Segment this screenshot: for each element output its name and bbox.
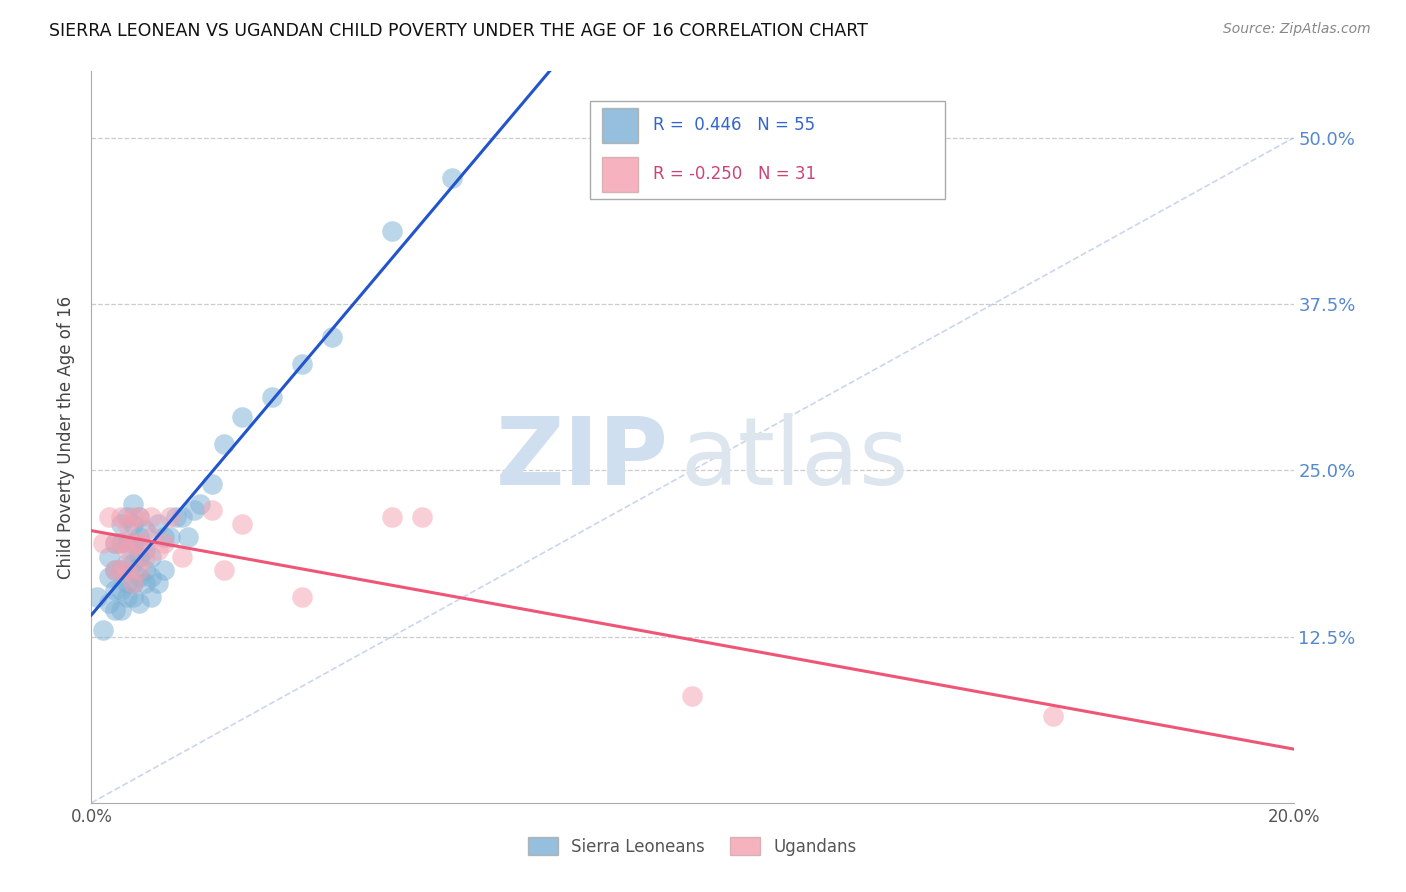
Point <box>110 603 132 617</box>
Point <box>104 536 127 550</box>
Text: Source: ZipAtlas.com: Source: ZipAtlas.com <box>1223 22 1371 37</box>
Point <box>122 536 145 550</box>
Point <box>134 523 156 537</box>
Point <box>134 543 156 558</box>
Point <box>128 549 150 564</box>
Point <box>170 549 193 564</box>
Point <box>1042 709 1064 723</box>
Point <box>93 623 115 637</box>
Point <box>231 516 253 531</box>
Point <box>104 603 127 617</box>
Point <box>93 536 115 550</box>
Point <box>122 509 145 524</box>
Point <box>291 357 314 371</box>
Point <box>381 224 404 238</box>
Point <box>141 530 163 544</box>
Point <box>146 543 169 558</box>
Point <box>159 530 181 544</box>
Point <box>152 536 174 550</box>
Point <box>159 509 181 524</box>
Point <box>104 563 127 577</box>
Point <box>104 582 127 597</box>
Point <box>86 590 108 604</box>
Point <box>128 509 150 524</box>
Point <box>128 530 150 544</box>
Point <box>152 563 174 577</box>
Point <box>165 509 187 524</box>
Point <box>122 536 145 550</box>
Point <box>291 590 314 604</box>
Point <box>183 503 205 517</box>
Bar <box>602 157 638 192</box>
Point <box>128 596 150 610</box>
Point <box>134 549 156 564</box>
Point <box>141 570 163 584</box>
Point <box>98 549 121 564</box>
Point <box>134 563 156 577</box>
Point <box>110 563 132 577</box>
Point <box>128 509 150 524</box>
Point <box>98 570 121 584</box>
Point <box>122 557 145 571</box>
Point <box>122 576 145 591</box>
Point <box>104 563 127 577</box>
Legend: Sierra Leoneans, Ugandans: Sierra Leoneans, Ugandans <box>520 830 865 864</box>
Point <box>440 170 463 185</box>
Point <box>141 509 163 524</box>
Point <box>176 530 198 544</box>
Text: SIERRA LEONEAN VS UGANDAN CHILD POVERTY UNDER THE AGE OF 16 CORRELATION CHART: SIERRA LEONEAN VS UGANDAN CHILD POVERTY … <box>49 22 868 40</box>
Point <box>212 436 235 450</box>
Point <box>681 690 703 704</box>
Point <box>117 590 139 604</box>
Point <box>98 596 121 610</box>
Point <box>117 557 139 571</box>
Text: ZIP: ZIP <box>495 413 668 505</box>
Point <box>411 509 433 524</box>
Point <box>128 536 150 550</box>
Point <box>212 563 235 577</box>
Point <box>381 509 404 524</box>
Point <box>122 497 145 511</box>
Point <box>201 503 224 517</box>
Point <box>117 516 139 531</box>
Point <box>110 536 132 550</box>
Point <box>110 582 132 597</box>
Point <box>321 330 343 344</box>
Point <box>117 509 139 524</box>
Point <box>134 576 156 591</box>
Point <box>188 497 211 511</box>
Point <box>110 563 132 577</box>
Point <box>110 509 132 524</box>
Point <box>110 536 132 550</box>
Point <box>152 530 174 544</box>
Point <box>141 590 163 604</box>
Point <box>141 549 163 564</box>
Point <box>122 590 145 604</box>
Point <box>98 509 121 524</box>
Point <box>201 476 224 491</box>
Text: R =  0.446   N = 55: R = 0.446 N = 55 <box>652 117 815 135</box>
Point <box>122 516 145 531</box>
FancyBboxPatch shape <box>591 101 945 200</box>
Text: atlas: atlas <box>681 413 908 505</box>
Point <box>117 536 139 550</box>
Y-axis label: Child Poverty Under the Age of 16: Child Poverty Under the Age of 16 <box>58 295 76 579</box>
Point <box>128 563 150 577</box>
Point <box>231 410 253 425</box>
Point <box>110 516 132 531</box>
Bar <box>602 108 638 143</box>
Point <box>117 543 139 558</box>
Point <box>104 536 127 550</box>
Point <box>170 509 193 524</box>
Point <box>146 516 169 531</box>
Point <box>128 570 150 584</box>
Point <box>260 390 283 404</box>
Point <box>146 576 169 591</box>
Point <box>117 563 139 577</box>
Point <box>122 576 145 591</box>
Text: R = -0.250   N = 31: R = -0.250 N = 31 <box>652 166 815 184</box>
Point <box>117 576 139 591</box>
